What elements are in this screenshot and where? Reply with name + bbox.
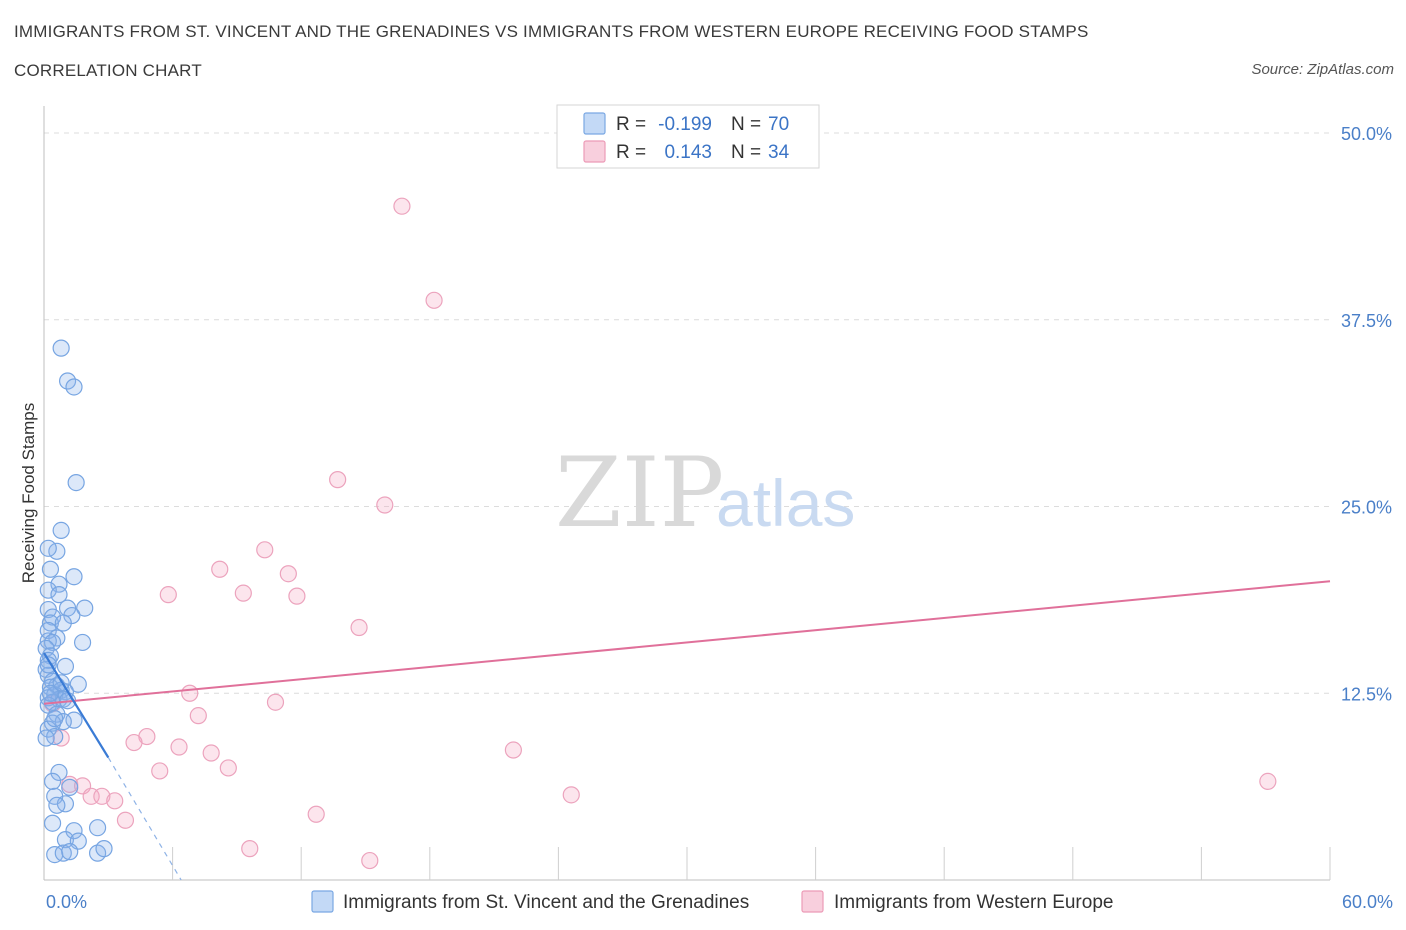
western-europe-point <box>234 584 252 602</box>
western-europe-point <box>125 733 143 752</box>
western-europe-point <box>189 707 207 725</box>
correlation-legend: R = -0.199 N = 70 R = 0.143 N = 34 <box>556 104 820 169</box>
western-europe-point <box>93 787 111 805</box>
bottom-legend-label-2: Immigrants from Western Europe <box>834 892 1113 913</box>
st-vincent-point <box>39 656 57 674</box>
legend-n-label-2: N = <box>731 142 761 163</box>
st-vincent-point <box>61 843 79 861</box>
western-europe-point <box>329 471 347 489</box>
western-europe-point <box>159 586 177 604</box>
western-europe-point <box>504 741 522 759</box>
legend-n-value-2: 34 <box>768 142 790 163</box>
st-vincent-point <box>43 814 62 832</box>
western-europe-point <box>202 744 220 762</box>
bottom-legend-label-1: Immigrants from St. Vincent and the Gren… <box>343 892 749 913</box>
st-vincent-point <box>50 763 68 782</box>
st-vincent-point <box>65 822 83 840</box>
st-vincent-point <box>65 711 83 729</box>
western-europe-point <box>52 729 70 747</box>
st-vincent-point <box>65 568 83 586</box>
legend-swatch-blue <box>583 112 606 135</box>
western-europe-point <box>256 541 274 559</box>
st-vincent-point <box>46 710 64 728</box>
series-st-vincent-points <box>37 339 113 864</box>
western-europe-point <box>219 759 237 777</box>
st-vincent-point <box>54 844 72 862</box>
western-europe-point <box>279 565 297 583</box>
st-vincent-point <box>46 727 64 746</box>
st-vincent-point <box>61 778 79 796</box>
western-europe-point <box>266 693 285 711</box>
st-vincent-point <box>43 772 62 790</box>
legend-swatch-pink <box>583 140 606 163</box>
st-vincent-point <box>41 684 60 702</box>
st-vincent-point <box>48 796 66 814</box>
st-vincent-point <box>54 614 72 632</box>
y-tick-label: 25.0% <box>1341 498 1392 518</box>
st-vincent-point <box>56 795 75 813</box>
st-vincent-trend-line <box>43 652 110 759</box>
st-vincent-point <box>43 633 62 652</box>
y-tick-label: 37.5% <box>1341 311 1392 331</box>
st-vincent-point <box>56 657 75 675</box>
watermark-zip: ZIP <box>555 437 724 549</box>
legend-r-label-2: R = <box>616 142 646 163</box>
source-note: Source: ZipAtlas.com <box>1251 61 1394 78</box>
x-tick-label-max: 60.0% <box>1342 892 1393 912</box>
st-vincent-point <box>76 599 94 617</box>
grid-lines <box>44 132 1330 694</box>
western-europe-point <box>307 805 325 823</box>
legend-n-value-1: 70 <box>768 114 789 135</box>
trend-lines <box>43 580 1331 881</box>
western-europe-point <box>1259 772 1277 790</box>
western-europe-point <box>425 291 443 309</box>
chart-subtitle: CORRELATION CHART <box>14 61 202 80</box>
western-europe-point <box>116 811 135 829</box>
st-vincent-point <box>73 633 92 652</box>
western-europe-point <box>376 496 394 514</box>
y-tick-label: 50.0% <box>1341 124 1392 144</box>
chart-title: IMMIGRANTS FROM ST. VINCENT AND THE GREN… <box>14 22 1089 41</box>
western-europe-point <box>151 762 169 780</box>
st-vincent-point <box>88 819 107 837</box>
st-vincent-point <box>41 560 60 578</box>
st-vincent-point <box>39 539 57 557</box>
western-europe-point <box>106 792 124 810</box>
tick-labels: 12.5% 25.0% 37.5% 50.0% 0.0% 60.0% <box>46 124 1393 912</box>
western-europe-point <box>211 560 229 578</box>
legend-r-label-1: R = <box>616 114 646 135</box>
bottom-legend-swatch-blue <box>311 890 334 913</box>
western-europe-point <box>170 738 188 756</box>
st-vincent-point <box>95 840 113 858</box>
western-europe-point <box>393 197 411 215</box>
st-vincent-point <box>67 473 85 492</box>
st-vincent-point <box>37 729 55 747</box>
western-europe-point <box>288 587 306 605</box>
watermark-atlas: atlas <box>716 466 855 540</box>
x-tick-label-min: 0.0% <box>46 892 87 912</box>
western-europe-point <box>241 840 259 858</box>
legend-n-label-1: N = <box>731 114 761 135</box>
st-vincent-trend-extension <box>107 757 182 881</box>
st-vincent-point <box>69 675 87 693</box>
y-tick-label: 12.5% <box>1341 684 1392 704</box>
bottom-legend-swatch-pink <box>801 890 824 913</box>
st-vincent-point <box>65 378 83 396</box>
st-vincent-point <box>39 581 57 599</box>
series-legend: Immigrants from St. Vincent and the Gren… <box>311 890 1113 913</box>
western-europe-point <box>350 618 368 637</box>
legend-r-value-1: -0.199 <box>658 114 712 135</box>
st-vincent-point <box>58 372 77 390</box>
western-europe-point <box>361 851 379 870</box>
western-europe-point <box>562 786 580 804</box>
st-vincent-point <box>52 339 70 357</box>
st-vincent-point <box>50 586 68 604</box>
western-europe-trend-line <box>43 580 1331 705</box>
legend-r-value-2: 0.143 <box>664 142 712 163</box>
western-europe-point <box>181 684 199 702</box>
axes <box>43 106 1331 881</box>
y-axis-label: Receiving Food Stamps <box>19 403 38 583</box>
st-vincent-point <box>52 521 70 540</box>
